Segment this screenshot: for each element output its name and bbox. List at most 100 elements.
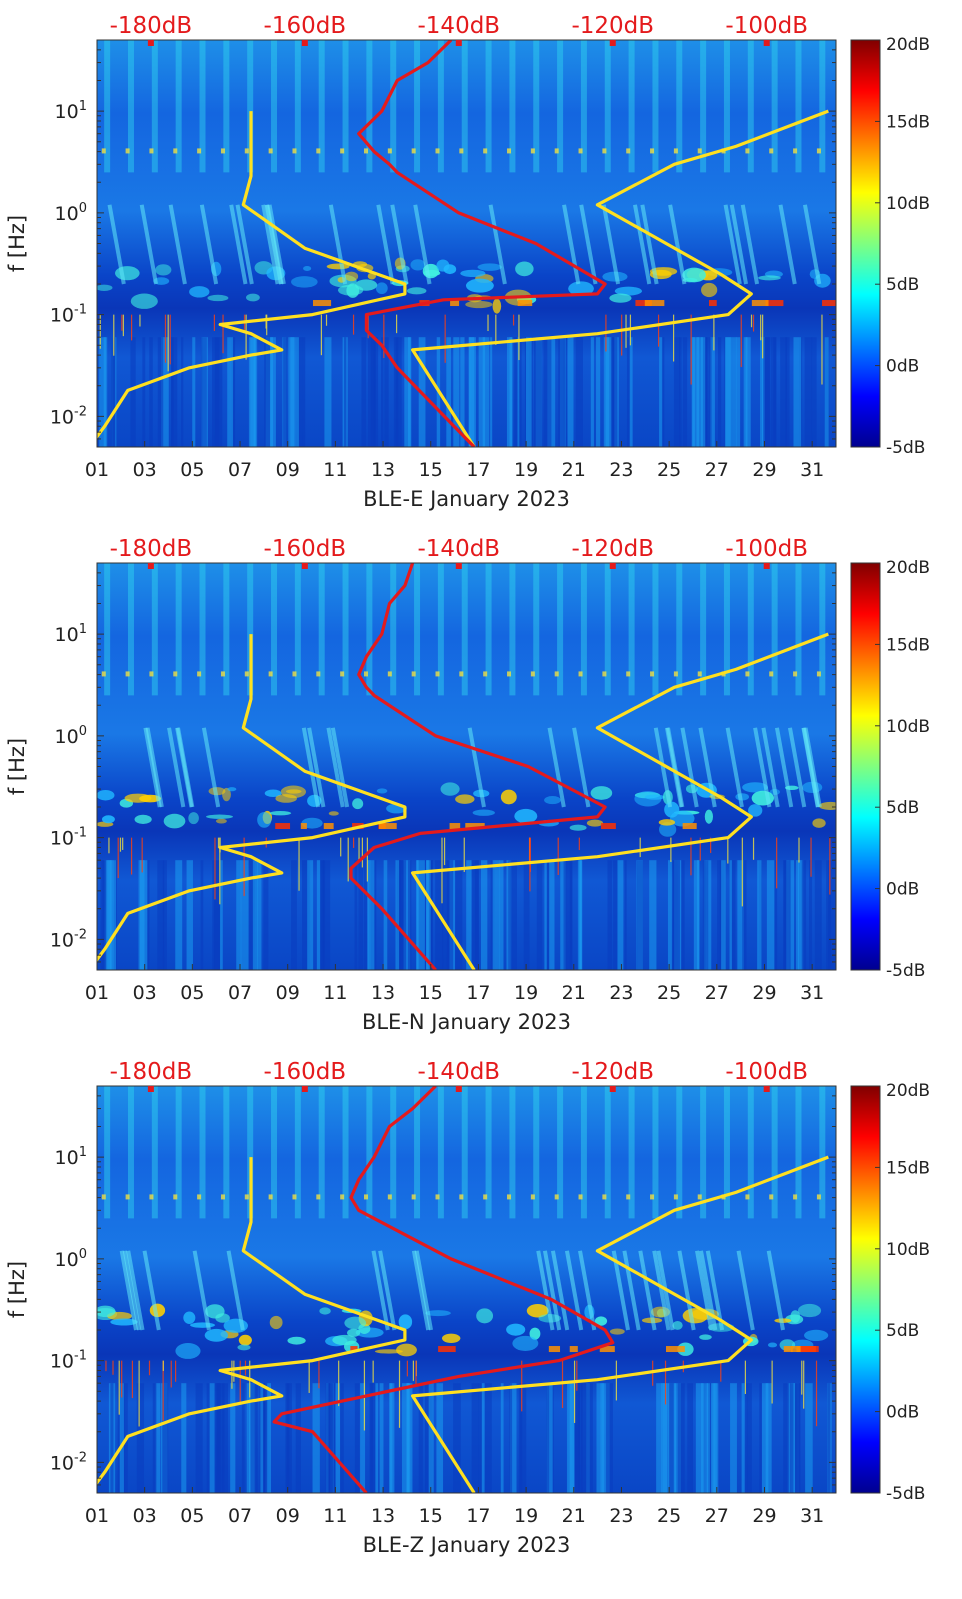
low-frequency-block bbox=[236, 860, 242, 970]
x-tick-label: 11 bbox=[323, 459, 347, 481]
diurnal-stripe bbox=[723, 563, 730, 696]
dispersion-streak bbox=[705, 1250, 725, 1331]
top-axis-label: -100dB bbox=[725, 1059, 808, 1085]
noise-band-4hz bbox=[459, 1194, 464, 1200]
spectrogram-blob bbox=[374, 1349, 403, 1354]
noise-band-4hz bbox=[197, 1194, 202, 1200]
low-frequency-block bbox=[455, 860, 463, 970]
diurnal-stripe bbox=[175, 40, 182, 173]
low-frequency-block bbox=[569, 860, 572, 970]
spectrogram-blob bbox=[410, 259, 426, 271]
low-frequency-block bbox=[482, 337, 490, 447]
low-frequency-block bbox=[709, 337, 715, 447]
y-tick-label: 10-1 bbox=[50, 303, 87, 327]
low-frequency-block bbox=[468, 337, 472, 447]
hot-spot bbox=[449, 823, 461, 830]
low-frequency-block bbox=[783, 860, 791, 970]
colorbar bbox=[850, 1085, 881, 1494]
low-frequency-block bbox=[471, 1383, 479, 1493]
spectrogram-blob bbox=[568, 281, 594, 296]
dispersion-streak bbox=[579, 204, 598, 285]
dispersion-streak bbox=[668, 204, 687, 285]
diurnal-stripe bbox=[127, 563, 134, 696]
spectrogram-blob bbox=[609, 293, 632, 303]
low-frequency-block bbox=[344, 337, 347, 447]
low-frequency-block bbox=[682, 337, 688, 447]
spectrogram-blob bbox=[303, 266, 312, 272]
diurnal-stripe bbox=[271, 1086, 278, 1219]
spectrogram-blob bbox=[515, 261, 534, 277]
spectrogram-blob bbox=[472, 809, 495, 816]
dispersion-streak bbox=[542, 1250, 562, 1331]
hot-spot bbox=[665, 1346, 685, 1353]
low-frequency-block bbox=[747, 1383, 752, 1493]
noise-band-4hz bbox=[173, 671, 178, 677]
spectrogram-blob bbox=[699, 1334, 712, 1340]
noise-model-curve bbox=[97, 111, 407, 440]
diurnal-stripe bbox=[104, 40, 111, 173]
low-frequency-block bbox=[691, 337, 700, 447]
low-frequency-block bbox=[241, 1383, 245, 1493]
low-frequency-block bbox=[569, 1383, 575, 1493]
spectrogram-blob bbox=[134, 814, 152, 824]
noise-band-4hz bbox=[602, 1194, 607, 1200]
dispersion-streak bbox=[145, 727, 164, 808]
noise-band-4hz bbox=[530, 1194, 535, 1200]
diurnal-stripe bbox=[414, 40, 421, 173]
noise-band-4hz bbox=[626, 671, 631, 677]
diurnal-stripe bbox=[652, 1086, 659, 1219]
low-frequency-block bbox=[700, 337, 706, 447]
top-axis-label: -160dB bbox=[264, 536, 347, 562]
hot-spot bbox=[682, 823, 697, 830]
x-tick-label: 13 bbox=[371, 459, 395, 481]
low-frequency-block bbox=[499, 860, 504, 970]
noise-band-4hz bbox=[125, 148, 130, 154]
low-frequency-block bbox=[418, 1383, 423, 1493]
low-frequency-block bbox=[573, 1383, 580, 1493]
low-frequency-block bbox=[607, 860, 613, 970]
colorbar-tick-label: 15dB bbox=[886, 1158, 930, 1178]
noise-band-4hz bbox=[602, 148, 607, 154]
low-frequency-block bbox=[789, 1383, 794, 1493]
diurnal-stripe bbox=[676, 563, 683, 696]
x-tick-label: 19 bbox=[514, 1505, 538, 1527]
dispersion-streak bbox=[803, 727, 822, 808]
diurnal-stripe bbox=[366, 40, 373, 173]
noise-model-curve bbox=[97, 634, 407, 963]
spectrogram-blob bbox=[215, 818, 227, 824]
dispersion-streak bbox=[229, 204, 248, 285]
spectrogram-blob bbox=[742, 782, 768, 793]
noise-band-4hz bbox=[602, 671, 607, 677]
dispersion-streak bbox=[723, 204, 742, 285]
low-frequency-block bbox=[706, 1383, 710, 1493]
low-frequency-block bbox=[649, 860, 657, 970]
noise-band-4hz bbox=[745, 671, 750, 677]
noise-band-4hz bbox=[173, 148, 178, 154]
top-axis-label: -140dB bbox=[418, 536, 501, 562]
low-frequency-block bbox=[543, 337, 552, 447]
x-tick-label: 09 bbox=[276, 1505, 300, 1527]
hot-spot bbox=[790, 1346, 802, 1353]
low-frequency-block bbox=[626, 337, 631, 447]
spectrogram-panel: 01 03 05 07 09 11 13 15 17 19 21 23 25 27 29 31 BLE-E Ja… bbox=[5, 13, 930, 511]
spectrogram-blob bbox=[758, 275, 781, 281]
dispersion-streak bbox=[677, 1250, 696, 1331]
low-frequency-block bbox=[724, 337, 731, 447]
dispersion-streak bbox=[139, 204, 158, 285]
low-frequency-block bbox=[259, 1383, 268, 1493]
dispersion-streak bbox=[267, 204, 286, 285]
spectrogram-blob bbox=[124, 793, 152, 803]
noise-band-4hz bbox=[149, 1194, 154, 1200]
x-tick-label: 15 bbox=[419, 459, 443, 481]
diurnal-stripe bbox=[557, 1086, 564, 1219]
diurnal-stripe bbox=[127, 40, 134, 173]
noise-band-4hz bbox=[697, 1194, 702, 1200]
hot-spot bbox=[300, 823, 307, 830]
diurnal-stripe bbox=[819, 563, 826, 696]
diurnal-stripe bbox=[819, 40, 826, 173]
dispersion-streak bbox=[611, 1250, 630, 1331]
low-frequency-block bbox=[544, 860, 547, 970]
colorbar-tick-label: 15dB bbox=[886, 635, 930, 655]
low-frequency-block bbox=[518, 337, 522, 447]
colorbar-tick-label: -5dB bbox=[886, 961, 925, 981]
